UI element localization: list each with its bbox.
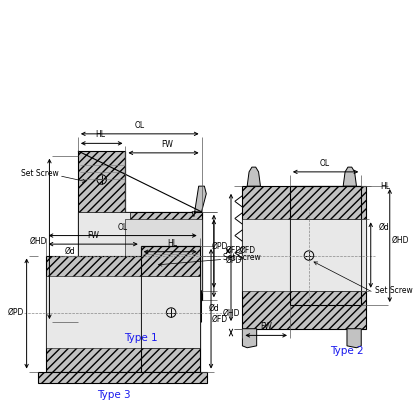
Text: ØFD: ØFD <box>212 315 228 324</box>
Polygon shape <box>38 371 207 383</box>
Text: Set Screw: Set Screw <box>21 169 59 178</box>
Polygon shape <box>78 212 130 269</box>
Text: ØPD: ØPD <box>212 242 228 250</box>
Text: ØFD: ØFD <box>225 246 241 255</box>
Text: Type 3: Type 3 <box>97 390 131 400</box>
Polygon shape <box>290 186 361 305</box>
Text: HL: HL <box>95 130 105 139</box>
Polygon shape <box>78 291 92 322</box>
Polygon shape <box>247 167 260 186</box>
Polygon shape <box>46 277 200 348</box>
Text: HL: HL <box>380 182 390 191</box>
Polygon shape <box>46 255 200 371</box>
Text: Type 1: Type 1 <box>124 333 158 343</box>
Polygon shape <box>141 277 200 348</box>
Text: FW: FW <box>87 231 99 240</box>
Text: ØPD: ØPD <box>225 256 242 265</box>
Polygon shape <box>126 219 201 292</box>
Text: Type 2: Type 2 <box>330 346 364 356</box>
Polygon shape <box>187 291 201 322</box>
Text: Ød: Ød <box>209 304 220 313</box>
Text: Ød: Ød <box>378 223 389 232</box>
Polygon shape <box>343 167 357 186</box>
Text: OL: OL <box>135 121 145 130</box>
Polygon shape <box>78 212 201 300</box>
Polygon shape <box>78 151 126 269</box>
Polygon shape <box>243 219 366 291</box>
Text: ØPD: ØPD <box>7 308 24 317</box>
Text: Set Screw: Set Screw <box>376 286 413 295</box>
Text: HL: HL <box>167 239 177 248</box>
Text: FW: FW <box>161 140 173 149</box>
Text: OL: OL <box>320 159 330 168</box>
Text: ØFD: ØFD <box>240 246 256 255</box>
Text: ØHD: ØHD <box>391 236 409 245</box>
Text: ØHD: ØHD <box>223 309 240 318</box>
Polygon shape <box>243 329 257 348</box>
Text: FW: FW <box>260 322 272 331</box>
Text: Ød: Ød <box>64 247 75 256</box>
Text: OL: OL <box>118 223 128 232</box>
Polygon shape <box>192 186 206 217</box>
Polygon shape <box>290 219 361 291</box>
Polygon shape <box>126 212 201 300</box>
Polygon shape <box>141 246 200 371</box>
Polygon shape <box>347 329 361 348</box>
Polygon shape <box>243 186 366 329</box>
Text: ØHD: ØHD <box>30 237 47 246</box>
Text: Set Screw: Set Screw <box>223 253 261 262</box>
